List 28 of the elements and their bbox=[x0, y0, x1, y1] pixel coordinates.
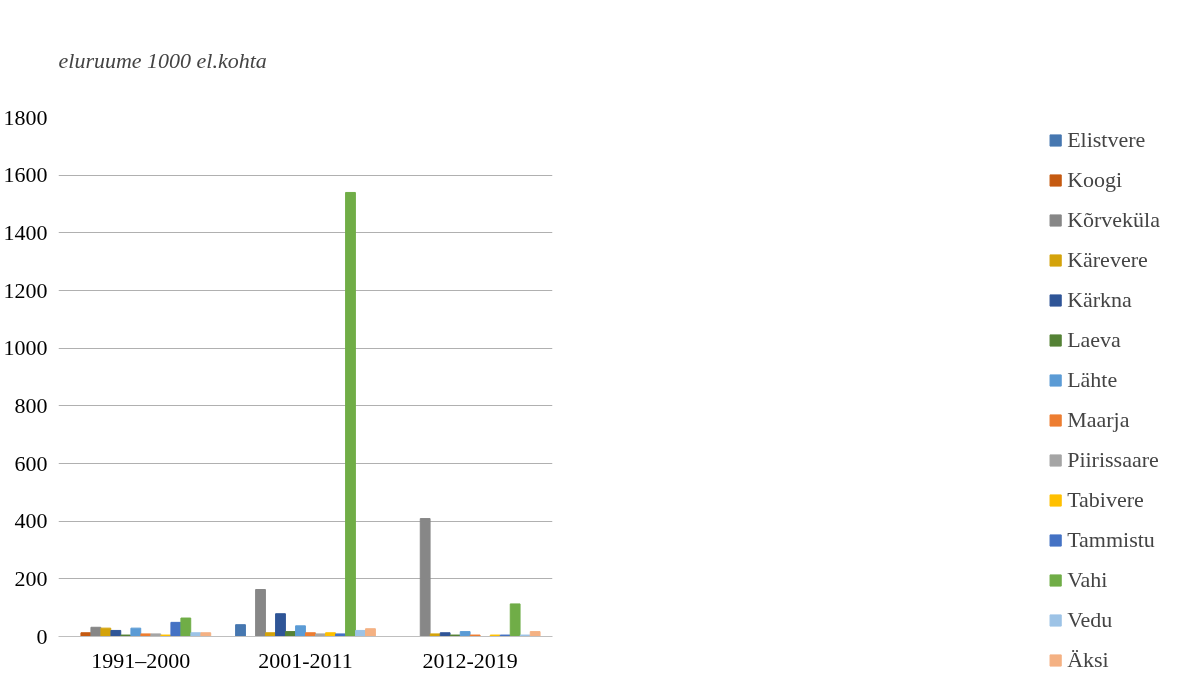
legend-label: Piirissaare bbox=[1067, 447, 1159, 473]
legend-label: Laeva bbox=[1067, 327, 1121, 353]
x-tick-label: 1991–2000 bbox=[91, 647, 191, 673]
y-axis-title: eluruume 1000 el.kohta bbox=[58, 47, 267, 73]
legend-label: Kõrveküla bbox=[1067, 207, 1160, 233]
y-tick-label: 800 bbox=[14, 392, 48, 418]
legend-label: Maarja bbox=[1067, 407, 1130, 433]
y-tick-label: 0 bbox=[36, 623, 48, 649]
legend-label: Kärevere bbox=[1067, 247, 1148, 273]
legend-label: Kärkna bbox=[1067, 287, 1132, 313]
x-tick-label: 2012-2019 bbox=[422, 647, 518, 673]
legend-label: Elistvere bbox=[1067, 127, 1146, 153]
x-tick-label: 2001-2011 bbox=[258, 647, 353, 673]
y-tick-label: 600 bbox=[14, 450, 48, 476]
legend-label: Äksi bbox=[1067, 647, 1109, 673]
legend-label: Tabivere bbox=[1067, 487, 1144, 513]
legend-label: Tammistu bbox=[1067, 527, 1155, 553]
legend-label: Koogi bbox=[1067, 167, 1123, 193]
y-tick-label: 400 bbox=[14, 508, 48, 534]
y-tick-label: 1600 bbox=[3, 162, 48, 188]
y-tick-label: 1800 bbox=[3, 104, 48, 130]
legend-label: Lähte bbox=[1067, 367, 1118, 393]
y-tick-label: 1200 bbox=[3, 277, 48, 303]
y-tick-label: 1400 bbox=[3, 219, 48, 245]
legend-label: Vahi bbox=[1067, 567, 1108, 593]
legend-label: Vedu bbox=[1067, 607, 1113, 633]
y-tick-label: 1000 bbox=[3, 335, 48, 361]
y-tick-label: 200 bbox=[14, 565, 48, 591]
